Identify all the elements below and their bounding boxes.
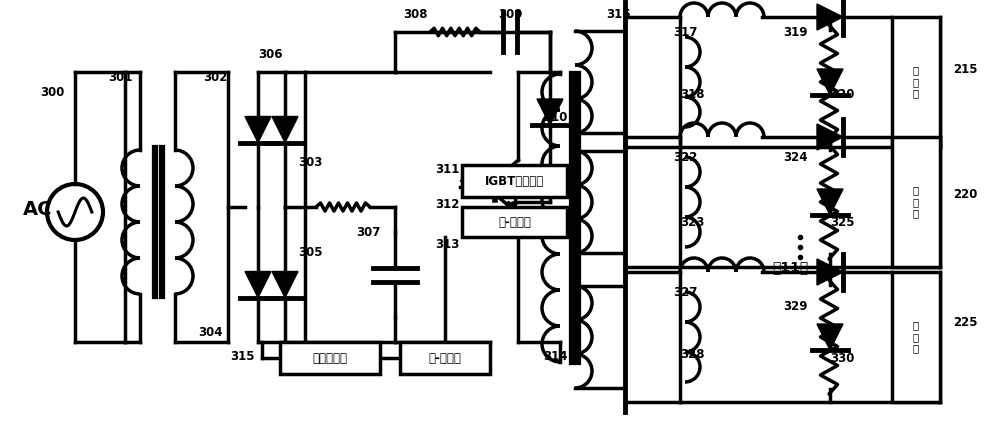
Text: 315: 315 [230,351,254,363]
Polygon shape [245,271,271,298]
Text: 314: 314 [543,351,567,363]
Text: 225: 225 [953,316,977,328]
Polygon shape [817,4,843,30]
Text: 304: 304 [198,325,222,338]
Polygon shape [537,99,563,125]
Text: 光-电转换: 光-电转换 [498,216,531,228]
Text: 215: 215 [953,62,977,76]
Text: 302: 302 [203,70,227,84]
Polygon shape [272,116,298,143]
Text: 320: 320 [830,87,854,100]
Text: 脉冲发生器: 脉冲发生器 [313,352,348,365]
Text: 328: 328 [680,347,704,360]
Text: 303: 303 [298,155,322,168]
Text: 301: 301 [108,70,132,84]
Text: 317: 317 [673,25,697,38]
Text: 318: 318 [680,87,704,100]
Bar [462,165,567,197]
Text: 晶
闸
管: 晶 闸 管 [913,65,919,99]
Text: AC: AC [23,200,53,219]
Bar [400,342,490,374]
Text: 306: 306 [258,48,282,60]
Polygon shape [817,324,843,350]
Text: 324: 324 [783,151,807,163]
Text: 316: 316 [606,8,630,21]
Text: 313: 313 [435,238,459,251]
Bar [892,137,940,267]
Text: 电-光转换: 电-光转换 [429,352,461,365]
Polygon shape [272,271,298,298]
Text: 309: 309 [498,8,522,21]
Bar [462,207,567,237]
Text: 311: 311 [435,162,459,176]
Polygon shape [817,259,843,285]
Text: 319: 319 [783,25,807,38]
Bar [892,17,940,147]
Text: 共11组: 共11组 [772,260,808,274]
Text: 329: 329 [783,300,807,314]
Bar [280,342,380,374]
Text: 308: 308 [403,8,427,21]
Text: 327: 327 [673,286,697,298]
Polygon shape [817,124,843,150]
Text: 220: 220 [953,187,977,200]
Text: 312: 312 [435,197,459,211]
Text: 晶
闸
管: 晶 闸 管 [913,320,919,354]
Bar [892,272,940,402]
Polygon shape [245,116,271,143]
Text: 330: 330 [830,352,854,365]
Text: 晶
闸
管: 晶 闸 管 [913,185,919,219]
Text: 322: 322 [673,151,697,163]
Polygon shape [817,189,843,215]
Text: 310: 310 [543,111,567,124]
Text: 307: 307 [356,225,380,238]
Polygon shape [817,69,843,95]
Text: 325: 325 [830,216,854,228]
Text: IGBT驱动模块: IGBT驱动模块 [485,175,544,187]
Text: 305: 305 [298,246,322,259]
Text: 323: 323 [680,216,704,228]
Text: 300: 300 [40,86,64,98]
